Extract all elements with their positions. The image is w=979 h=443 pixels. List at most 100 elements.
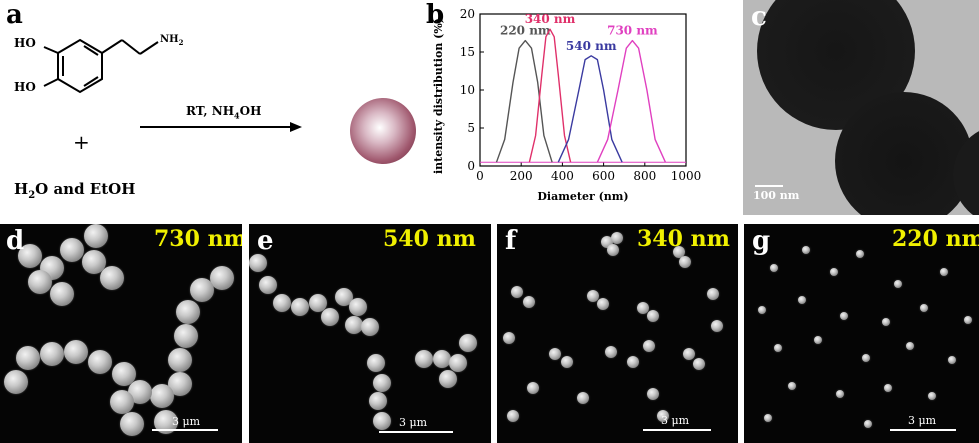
hydroxyl-bottom-label: HO <box>14 80 36 94</box>
particle <box>433 350 451 368</box>
plus-sign: + <box>73 130 90 154</box>
particle <box>577 392 589 404</box>
particle <box>449 354 467 372</box>
particle <box>373 412 391 430</box>
condition-post: OH <box>239 104 262 118</box>
amine-text: NH <box>160 34 179 45</box>
particle <box>361 318 379 336</box>
particle <box>940 268 948 276</box>
series-line <box>495 39 553 163</box>
particle <box>112 362 136 386</box>
x-axis-label: Diameter (nm) <box>537 190 628 203</box>
particle <box>647 388 659 400</box>
series-label: 340 nm <box>525 12 576 26</box>
condition-subscript: 4 <box>234 110 240 121</box>
solvent-h: H <box>14 180 29 198</box>
panel-c-tem-image: c 100 nm <box>743 0 979 215</box>
particle <box>856 250 864 258</box>
y-tick-label: 20 <box>460 7 475 21</box>
condition-pre: RT, NH <box>186 104 235 118</box>
series-label: 540 nm <box>566 39 617 53</box>
particle <box>40 342 64 366</box>
particle <box>459 334 477 352</box>
particle <box>439 370 457 388</box>
particle <box>176 300 200 324</box>
particle <box>607 244 619 256</box>
scale-bar-label: 3 μm <box>172 415 201 428</box>
tem-scale-label: 100 nm <box>753 189 800 202</box>
scale-bar <box>152 429 218 431</box>
particle <box>788 382 796 390</box>
tem-scale-bar <box>755 185 783 187</box>
x-tick-label: 1000 <box>671 169 702 183</box>
particle <box>190 278 214 302</box>
particle <box>758 306 766 314</box>
particle <box>100 266 124 290</box>
particle <box>693 358 705 370</box>
panel-letter-a: a <box>6 0 23 30</box>
particle <box>249 254 267 272</box>
hydroxyl-top-label: HO <box>14 36 36 50</box>
panel-letter-g: g <box>752 226 771 256</box>
particle <box>770 264 778 272</box>
panel-letter-e: e <box>257 226 274 256</box>
particle <box>369 392 387 410</box>
series-line <box>528 28 572 163</box>
particle <box>605 346 617 358</box>
particle <box>673 246 685 258</box>
particle <box>150 384 174 408</box>
particle <box>210 266 234 290</box>
particle <box>367 354 385 372</box>
particle <box>840 312 848 320</box>
solvent-rest: O and EtOH <box>35 180 136 198</box>
y-tick-label: 0 <box>467 159 475 173</box>
dopamine-structure <box>43 38 302 132</box>
x-tick-label: 400 <box>551 169 574 183</box>
amine-label: NH2 <box>160 34 183 47</box>
particle-size-label: 220 nm <box>892 226 979 252</box>
particle <box>711 320 723 332</box>
series-label: 730 nm <box>607 24 658 38</box>
panel-d-sem-image: d 730 nm 3 μm <box>0 224 242 443</box>
particle <box>28 270 52 294</box>
particle <box>882 318 890 326</box>
particle <box>168 348 192 372</box>
particle <box>549 348 561 360</box>
particle <box>920 304 928 312</box>
particle-size-label: 340 nm <box>637 226 730 252</box>
particle <box>309 294 327 312</box>
panel-letter-f: f <box>505 226 517 256</box>
particle <box>587 290 599 302</box>
solvent-label: H2O and EtOH <box>14 180 135 201</box>
series-label: 220 nm <box>500 24 551 38</box>
y-tick-label: 5 <box>467 121 475 135</box>
particle <box>836 390 844 398</box>
particle <box>862 354 870 362</box>
particle <box>527 382 539 394</box>
particle <box>84 224 108 248</box>
particle <box>259 276 277 294</box>
particle <box>174 324 198 348</box>
particle <box>120 412 144 436</box>
particle <box>110 390 134 414</box>
particle <box>964 316 972 324</box>
particle <box>597 298 609 310</box>
particle <box>64 340 88 364</box>
particle <box>814 336 822 344</box>
x-tick-label: 600 <box>592 169 615 183</box>
scale-bar-label: 3 μm <box>908 414 937 427</box>
particle <box>273 294 291 312</box>
size-distribution-chart: 0 200 400 600 800 1000 0 5 10 15 20 Diameter (nm) in… <box>432 7 702 203</box>
particle <box>291 298 309 316</box>
particle <box>884 384 892 392</box>
y-tick-label: 15 <box>460 45 475 59</box>
polydopamine-sphere <box>350 98 416 164</box>
particle <box>16 346 40 370</box>
amine-subscript: 2 <box>178 38 184 47</box>
particle <box>345 316 363 334</box>
x-tick-label: 800 <box>633 169 656 183</box>
particle <box>764 414 772 422</box>
particle <box>511 286 523 298</box>
y-tick-label: 10 <box>460 83 475 97</box>
tem-particle <box>835 92 973 215</box>
